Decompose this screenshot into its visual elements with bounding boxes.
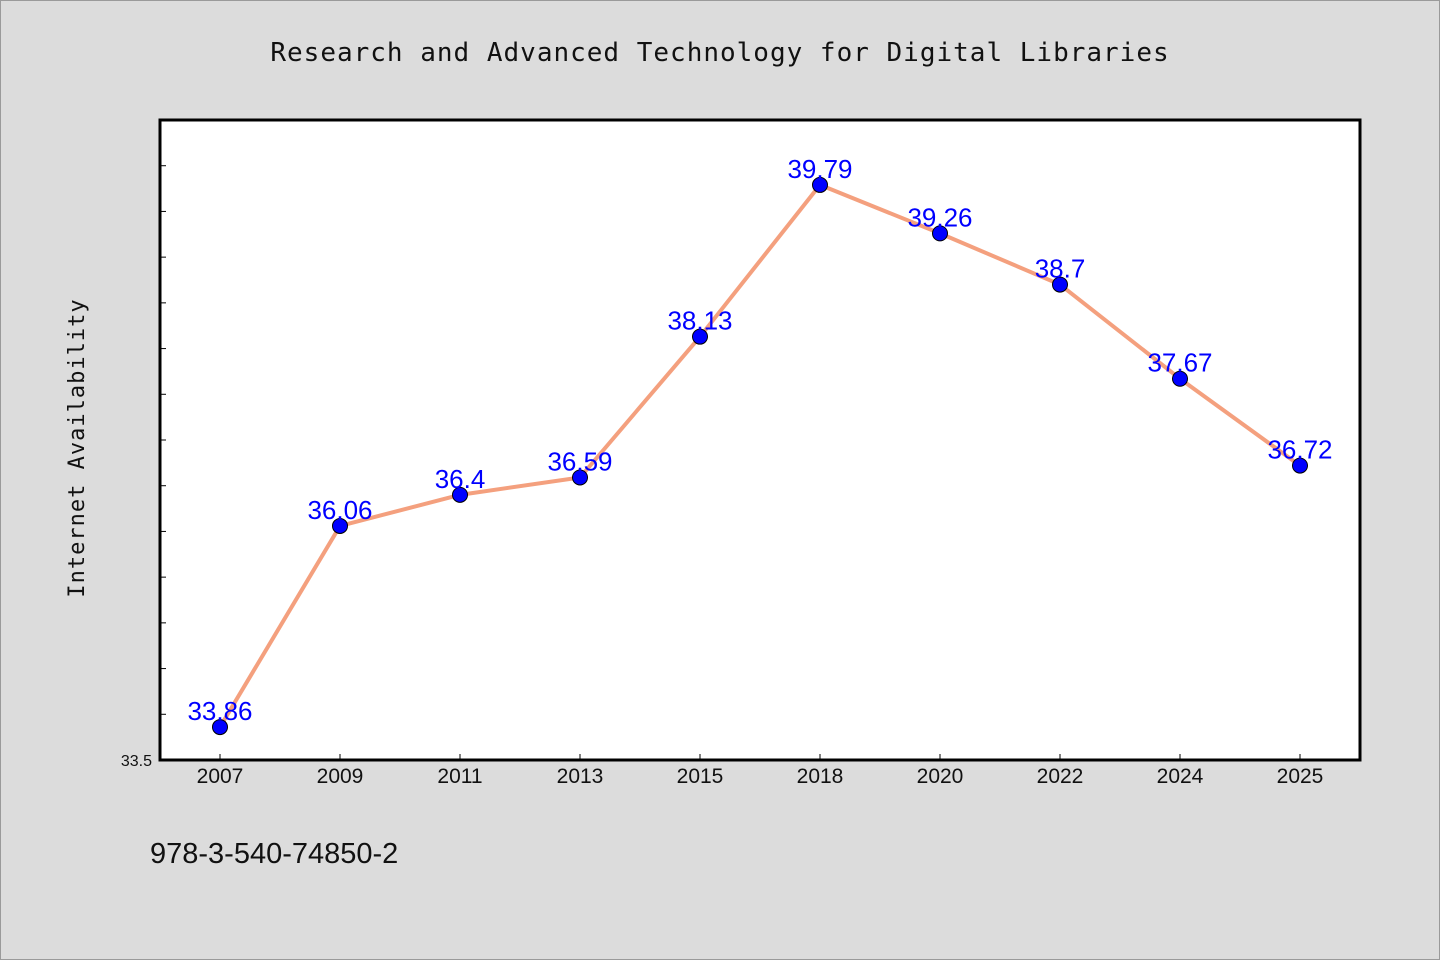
data-point (1172, 370, 1188, 387)
data-label: 39.26 (907, 202, 972, 232)
data-point (812, 176, 828, 193)
data-label: 38.7 (1035, 254, 1086, 284)
data-label: 36.4 (435, 464, 486, 494)
data-point (692, 328, 708, 345)
footer-isbn: 978-3-540-74850-2 (150, 838, 398, 870)
x-tick-label: 2011 (437, 765, 482, 788)
x-tick-label: 2013 (557, 765, 604, 788)
x-tick-label: 2020 (917, 765, 964, 788)
x-tick-label: 2018 (797, 765, 844, 788)
x-tick-label: 2009 (317, 765, 364, 788)
series-group: 33.86 36.06 36.4 36.59 38.13 39.79 39.26 38.7 37… (187, 154, 1333, 736)
x-tick-label: 2025 (1277, 765, 1324, 788)
data-label: 36.06 (307, 495, 372, 525)
x-tick-label: 2007 (197, 765, 244, 788)
data-label: 39.79 (787, 154, 852, 184)
x-tick-label: 2022 (1037, 765, 1084, 788)
plot-border (158, 118, 1362, 762)
chart-title: Research and Advanced Technology for Dig… (270, 38, 1169, 68)
data-label: 38.13 (667, 306, 732, 336)
data-point (1052, 276, 1068, 293)
x-tick-label: 2015 (677, 765, 724, 788)
x-axis-ticks: 2007 2009 2011 2013 2015 2018 2020 2022 2024 2025 (197, 754, 1324, 788)
data-point (932, 225, 948, 242)
y-axis-label: Internet Availability (65, 298, 90, 597)
series-line (218, 182, 1302, 729)
data-point (572, 469, 588, 486)
plot-area (160, 120, 1360, 760)
data-label: 33.86 (187, 696, 252, 726)
data-label: 36.72 (1267, 435, 1332, 465)
x-tick-label: 2024 (1157, 765, 1204, 788)
data-point (1292, 457, 1308, 474)
data-label: 36.59 (547, 446, 612, 476)
data-label: 37.67 (1147, 348, 1212, 378)
data-point (332, 517, 348, 534)
y-tick-label: 33.5 (121, 753, 152, 770)
data-point (212, 719, 228, 736)
data-point (452, 486, 468, 503)
